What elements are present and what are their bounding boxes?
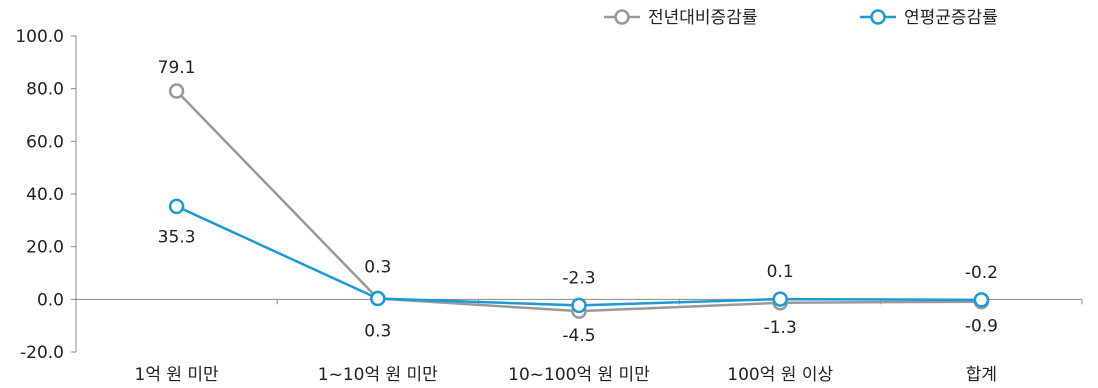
- series-line-2: [176, 205, 982, 307]
- data-label: -0.9: [965, 317, 998, 337]
- series-markers: [168, 83, 990, 319]
- x-category-label: 100억 원 이상: [727, 365, 833, 385]
- legend-label: 연평균증감률: [904, 8, 998, 28]
- x-category-label: 합계: [966, 365, 997, 385]
- series-2-point: [772, 291, 788, 307]
- data-label: -1.3: [764, 318, 797, 338]
- legend-swatch-marker: [870, 9, 886, 25]
- data-labels: 79.1 35.3 0.3 0.3 -4.5 -2.3 -1.3 0.1 -0.9 -0.2: [158, 58, 998, 346]
- x-category-label: 1억 원 미만: [135, 365, 220, 385]
- data-label: 79.1: [158, 58, 196, 78]
- series-2-point: [370, 290, 386, 307]
- x-axis-categories: 1억 원 미만 1~10억 원 미만 10~100억 원 미만 100억 원 이상 합계: [135, 365, 998, 385]
- series-2-point: [168, 198, 185, 215]
- series-2-point: [973, 292, 990, 308]
- legend-swatch-marker: [614, 9, 630, 25]
- y-tick-label: 20.0: [26, 238, 64, 258]
- y-tick-label: 0.0: [37, 290, 64, 310]
- y-tick-label: 40.0: [26, 185, 64, 205]
- data-label: 0.3: [364, 322, 391, 342]
- data-label: -4.5: [562, 326, 595, 346]
- x-category-label: 10~100억 원 미만: [508, 365, 650, 385]
- series-1-point: [168, 83, 185, 99]
- data-label: 0.3: [364, 258, 391, 278]
- y-tick-label: -20.0: [20, 343, 64, 363]
- data-label: 0.1: [767, 262, 794, 282]
- data-label: -2.3: [562, 268, 595, 288]
- y-tick-label: 60.0: [26, 132, 64, 152]
- legend-label: 전년대비증감률: [648, 8, 757, 28]
- y-tick-label: 80.0: [26, 80, 64, 100]
- data-label: 35.3: [158, 227, 196, 247]
- data-label: -0.2: [965, 263, 998, 283]
- y-axis-ticks: 100.0 80.0 60.0 40.0 20.0 0.0 -20.0: [15, 27, 76, 363]
- legend: 전년대비증감률 연평균증감률: [604, 8, 998, 28]
- x-category-label: 1~10억 원 미만: [318, 365, 438, 385]
- series-2-point: [571, 297, 587, 314]
- y-tick-label: 100.0: [15, 27, 64, 47]
